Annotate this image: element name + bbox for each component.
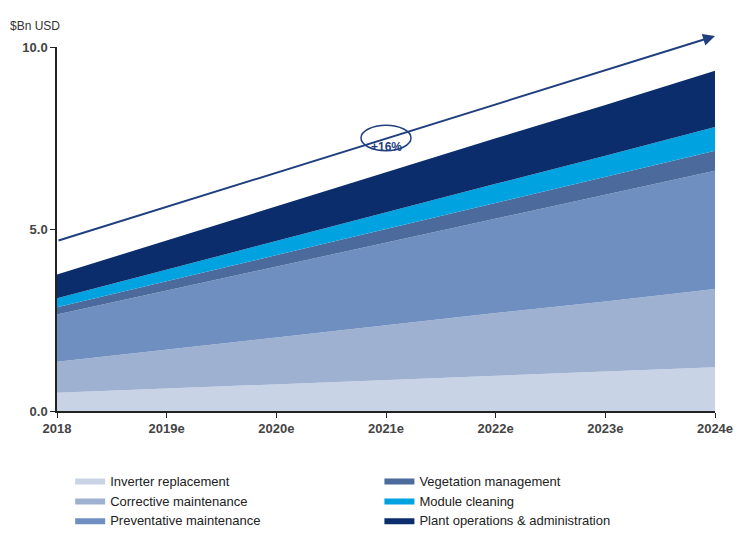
svg-text:Module cleaning: Module cleaning xyxy=(419,494,514,509)
svg-text:2022e: 2022e xyxy=(478,421,514,436)
svg-text:2018: 2018 xyxy=(43,421,72,436)
svg-text:2020e: 2020e xyxy=(258,421,294,436)
svg-text:$Bn USD: $Bn USD xyxy=(10,19,60,33)
svg-text:2021e: 2021e xyxy=(368,421,404,436)
svg-text:2023e: 2023e xyxy=(587,421,623,436)
svg-text:Preventative maintenance: Preventative maintenance xyxy=(110,513,260,528)
svg-text:10.0: 10.0 xyxy=(22,40,47,55)
svg-text:+16%: +16% xyxy=(371,140,402,154)
svg-text:2019e: 2019e xyxy=(149,421,185,436)
svg-text:Corrective maintenance: Corrective maintenance xyxy=(110,494,247,509)
svg-text:Plant operations & administrat: Plant operations & administration xyxy=(419,513,610,528)
svg-text:Vegetation management: Vegetation management xyxy=(419,474,560,489)
svg-text:5.0: 5.0 xyxy=(30,222,48,237)
svg-text:2024e: 2024e xyxy=(697,421,733,436)
svg-text:Inverter replacement: Inverter replacement xyxy=(110,474,230,489)
svg-text:0.0: 0.0 xyxy=(30,404,48,419)
